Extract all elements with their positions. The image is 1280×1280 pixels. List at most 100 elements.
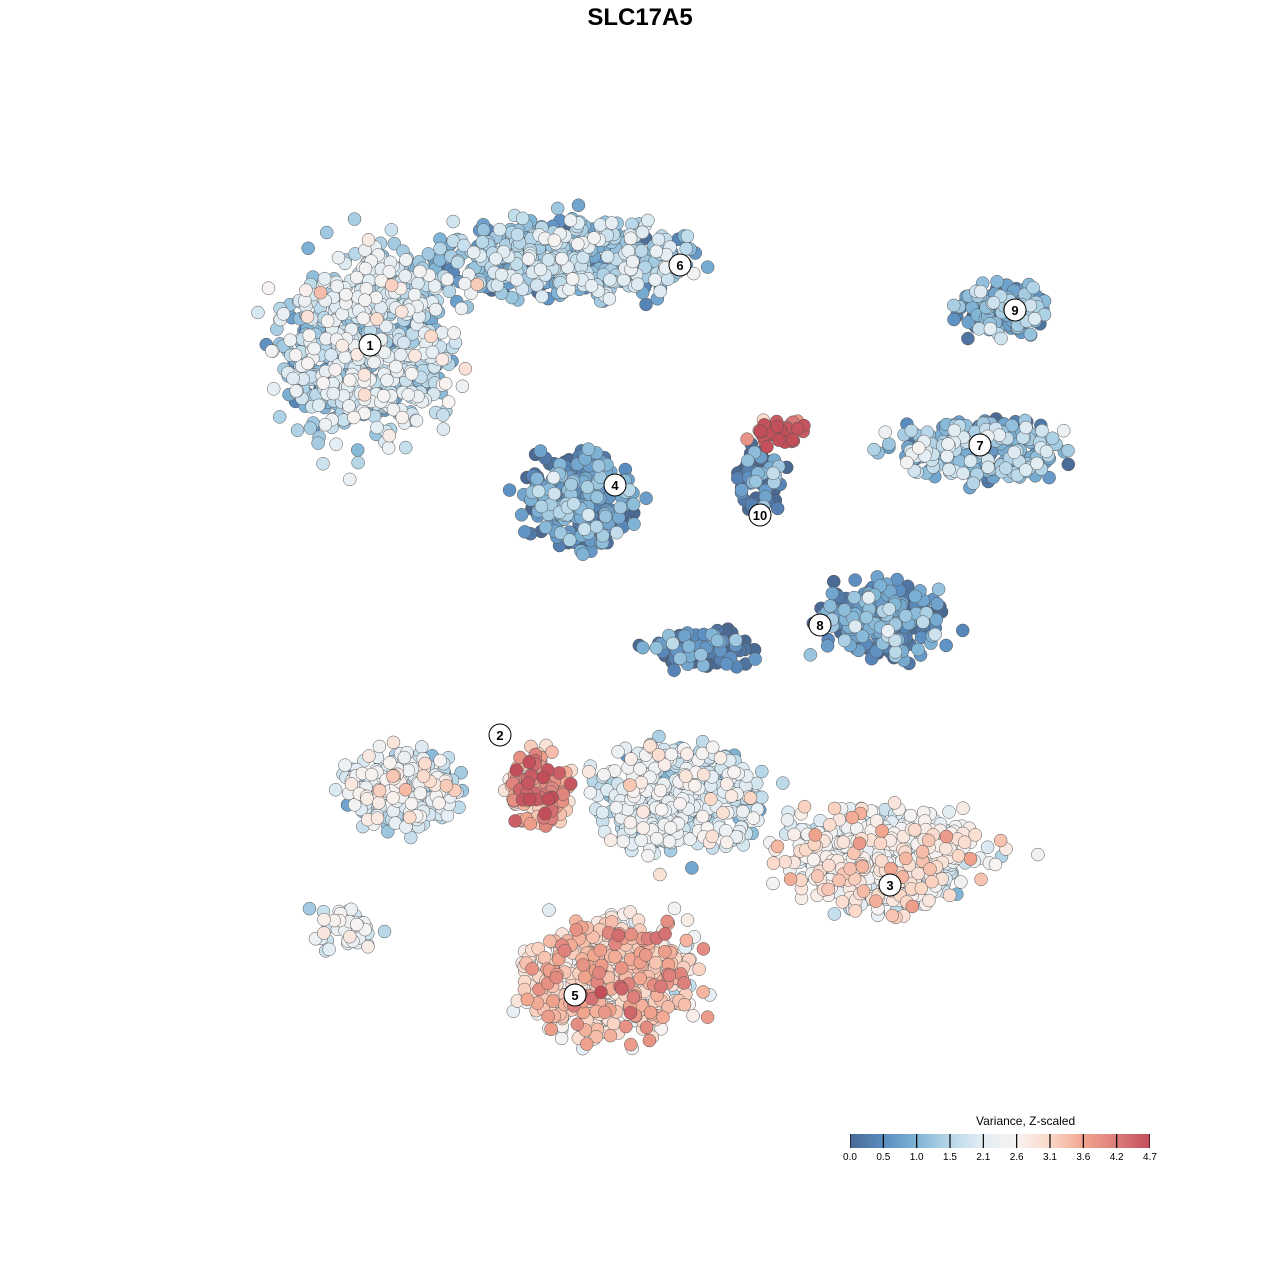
data-point [643, 1005, 658, 1020]
data-point [362, 749, 376, 763]
cluster-label-text: 8 [816, 618, 823, 633]
data-point [569, 923, 583, 937]
data-point [778, 855, 792, 869]
data-point [454, 765, 468, 780]
cluster-label-text: 2 [496, 728, 503, 743]
data-point [289, 384, 303, 398]
data-point [613, 500, 628, 515]
cluster-label-text: 10 [753, 508, 767, 523]
data-point [510, 227, 525, 242]
data-point [639, 491, 653, 506]
data-point [939, 841, 953, 856]
data-point [642, 1033, 657, 1048]
data-point [266, 382, 281, 396]
cluster-label-6: 6 [668, 253, 692, 277]
data-point [1019, 420, 1033, 435]
data-point [656, 1010, 670, 1025]
data-point [998, 461, 1013, 475]
data-point [307, 341, 321, 356]
data-point [538, 806, 552, 821]
data-point [286, 371, 300, 386]
data-point [797, 799, 812, 814]
data-point [533, 262, 548, 277]
legend-tick-label: 2.1 [976, 1152, 991, 1163]
data-point [635, 225, 650, 240]
data-point [873, 836, 888, 851]
data-point [555, 251, 569, 266]
cluster-label-4: 4 [603, 473, 627, 497]
data-point [547, 486, 562, 501]
data-point [552, 766, 566, 780]
data-point [680, 913, 695, 927]
data-point [521, 252, 536, 266]
data-point [584, 279, 599, 293]
data-point [520, 992, 535, 1007]
data-point [562, 533, 577, 547]
data-point [653, 783, 668, 798]
data-point [688, 778, 702, 793]
data-point [598, 509, 613, 524]
data-point [992, 428, 1006, 442]
data-point [521, 776, 535, 790]
data-point [395, 410, 409, 425]
data-point [912, 441, 926, 455]
data-point [413, 786, 428, 800]
cluster-label-2: 2 [488, 723, 512, 747]
data-point [351, 455, 365, 470]
data-point [855, 859, 870, 874]
data-point [381, 441, 396, 455]
data-point [943, 888, 957, 903]
data-point [882, 602, 896, 616]
data-point [915, 845, 930, 859]
data-point [427, 279, 442, 293]
data-point [667, 663, 681, 678]
data-point [639, 948, 653, 962]
data-point [900, 455, 914, 470]
data-point [404, 367, 419, 381]
cluster-label-text: 1 [366, 338, 373, 353]
data-point [342, 472, 357, 487]
data-point [522, 755, 537, 770]
data-point [616, 834, 631, 849]
data-point [636, 821, 650, 835]
data-point [1035, 423, 1049, 438]
data-point [648, 273, 662, 287]
cluster-label-text: 3 [886, 878, 893, 893]
legend-colorbar [850, 1134, 1150, 1148]
data-point [623, 231, 638, 246]
data-point [564, 477, 578, 492]
data-point [623, 778, 637, 792]
data-point [903, 808, 918, 823]
data-point [627, 517, 641, 531]
data-point [593, 943, 608, 958]
data-point [766, 876, 780, 891]
data-point [379, 319, 393, 334]
data-point [624, 752, 638, 766]
data-point [328, 783, 343, 797]
data-point [847, 590, 861, 605]
data-point [658, 927, 672, 941]
data-point [845, 810, 860, 825]
data-point [692, 962, 706, 976]
data-point [641, 848, 655, 863]
data-point [602, 292, 617, 306]
data-point [356, 311, 371, 326]
data-point [604, 833, 618, 847]
data-point [440, 272, 455, 287]
data-point [887, 796, 902, 810]
data-point [376, 389, 391, 403]
data-point [955, 623, 970, 638]
data-point [382, 428, 396, 443]
data-point [382, 265, 397, 279]
data-point [542, 903, 556, 917]
data-point [673, 651, 687, 666]
data-point [639, 297, 653, 312]
data-point [581, 508, 596, 522]
data-point [1061, 443, 1075, 458]
legend-tick-label: 1.5 [943, 1152, 957, 1163]
legend-tick-label: 2.6 [1009, 1152, 1024, 1163]
data-point [624, 927, 638, 942]
data-point [780, 813, 795, 827]
data-point [377, 924, 392, 939]
data-point [563, 213, 578, 228]
